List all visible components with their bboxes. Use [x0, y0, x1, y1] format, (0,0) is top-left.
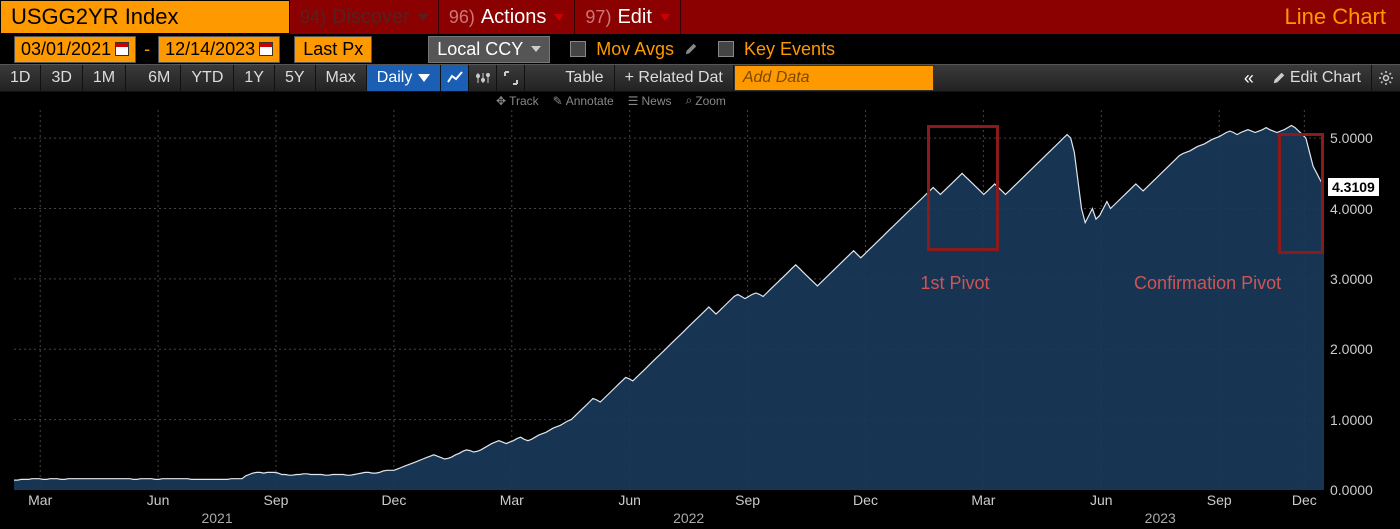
- table-button[interactable]: Table: [555, 65, 614, 91]
- menu-label: Edit: [617, 6, 651, 29]
- date-to-value: 12/14/2023: [165, 39, 255, 60]
- range-max[interactable]: Max: [316, 65, 367, 91]
- mov-avgs-label: Mov Avgs: [596, 39, 674, 60]
- key-events-checkbox[interactable]: [718, 41, 734, 57]
- pencil-icon[interactable]: [684, 42, 698, 56]
- chevron-down-icon: [418, 74, 430, 82]
- track-button[interactable]: ✥ Track: [496, 94, 539, 108]
- title-bar: USGG2YR Index 94) Discover 96) Actions 9…: [0, 0, 1400, 34]
- related-data-button[interactable]: + Related Dat: [615, 65, 734, 91]
- chart-type-label: Line Chart: [1270, 0, 1400, 34]
- currency-value: Local CCY: [437, 39, 523, 60]
- menu-label: Discover: [332, 6, 410, 29]
- edit-chart-button[interactable]: Edit Chart: [1262, 65, 1372, 91]
- zoom-button[interactable]: ⌕ Zoom: [686, 93, 726, 108]
- chart-plot[interactable]: [14, 110, 1324, 490]
- range-6m[interactable]: 6M: [138, 65, 181, 91]
- chart-toolbar: 1D 3D 1M 6M YTD 1Y 5Y Max Daily Table + …: [0, 64, 1400, 92]
- key-events-label: Key Events: [744, 39, 835, 60]
- chart-settings-icon[interactable]: [469, 65, 497, 91]
- last-price-tag: 4.3109: [1328, 178, 1379, 196]
- menu-number: 94): [300, 7, 326, 28]
- menu-discover[interactable]: 94) Discover: [290, 0, 439, 34]
- interval-select[interactable]: Daily: [367, 65, 442, 91]
- interval-value: Daily: [377, 69, 413, 87]
- range-1y[interactable]: 1Y: [234, 65, 275, 91]
- chart-line-icon[interactable]: [441, 65, 469, 91]
- menu-number: 97): [585, 7, 611, 28]
- news-button[interactable]: ☰ News: [628, 94, 672, 108]
- expand-icon[interactable]: [497, 65, 525, 91]
- menu-actions[interactable]: 96) Actions: [439, 0, 576, 34]
- range-1d[interactable]: 1D: [0, 65, 41, 91]
- menu-label: Actions: [481, 6, 547, 29]
- gear-icon[interactable]: [1372, 65, 1400, 91]
- calendar-icon[interactable]: [115, 42, 129, 56]
- date-to-field[interactable]: 12/14/2023: [158, 36, 280, 63]
- range-separator: -: [142, 39, 152, 60]
- date-from-field[interactable]: 03/01/2021: [14, 36, 136, 63]
- add-data-input[interactable]: Add Data: [734, 65, 934, 91]
- annotation-box: [1278, 133, 1324, 255]
- collapse-left-icon[interactable]: «: [1236, 65, 1262, 91]
- range-1m[interactable]: 1M: [83, 65, 126, 91]
- chart-mini-toolbar: ✥ Track ✎ Annotate ☰ News ⌕ Zoom: [496, 93, 726, 108]
- options-bar: 03/01/2021 - 12/14/2023 Last Px Local CC…: [0, 34, 1400, 64]
- annotation-label: 1st Pivot: [921, 273, 990, 294]
- range-5y[interactable]: 5Y: [275, 65, 316, 91]
- edit-chart-label: Edit Chart: [1290, 69, 1361, 87]
- calendar-icon[interactable]: [259, 42, 273, 56]
- annotation-box: [927, 125, 999, 250]
- menu-number: 96): [449, 7, 475, 28]
- currency-select[interactable]: Local CCY: [428, 36, 550, 63]
- x-axis-labels: MarJunSepDecMarJunSepDecMarJunSepDec2021…: [14, 492, 1324, 528]
- y-axis-labels: 0.00001.00002.00003.00004.00005.0000: [1330, 110, 1396, 490]
- chevron-down-icon: [554, 14, 564, 21]
- chevron-down-icon: [531, 46, 541, 52]
- mov-avgs-checkbox[interactable]: [570, 41, 586, 57]
- range-ytd[interactable]: YTD: [181, 65, 234, 91]
- date-from-value: 03/01/2021: [21, 39, 111, 60]
- price-field-select[interactable]: Last Px: [294, 36, 372, 63]
- security-field[interactable]: USGG2YR Index: [0, 0, 290, 34]
- chevron-down-icon: [660, 14, 670, 21]
- range-3d[interactable]: 3D: [41, 65, 82, 91]
- menu-edit[interactable]: 97) Edit: [575, 0, 680, 34]
- annotate-button[interactable]: ✎ Annotate: [553, 94, 614, 108]
- annotation-label: Confirmation Pivot: [1134, 273, 1281, 294]
- chevron-down-icon: [418, 14, 428, 21]
